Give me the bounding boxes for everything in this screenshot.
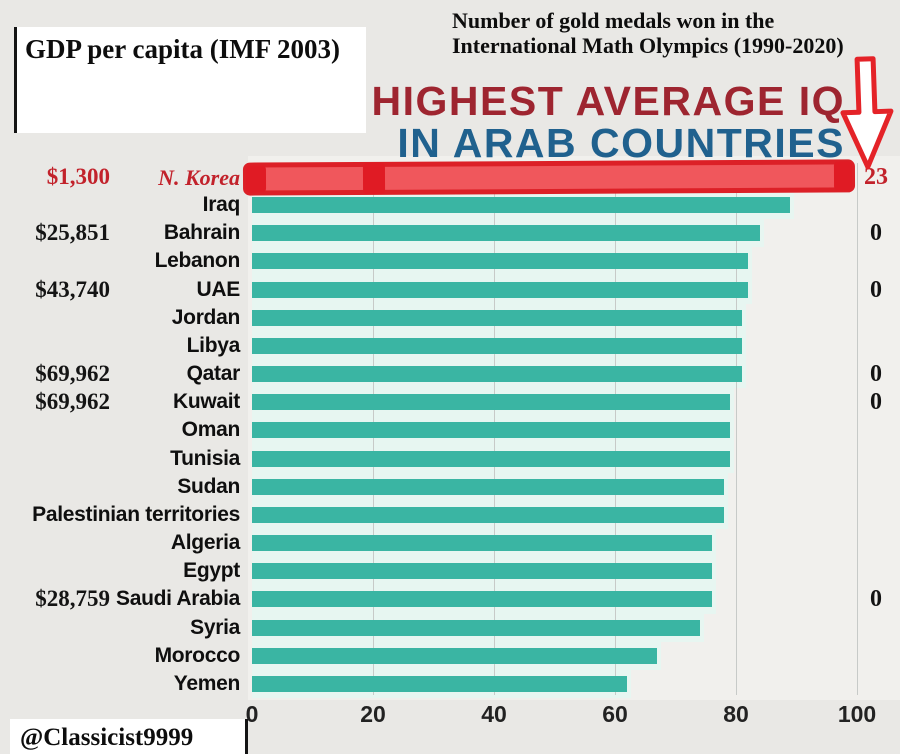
gdp-value: $28,759 bbox=[35, 586, 110, 612]
country-label: Bahrain bbox=[163, 221, 240, 245]
country-label: Palestinian territories bbox=[32, 502, 240, 526]
gdp-value: $1,300 bbox=[46, 164, 110, 189]
iq-bar bbox=[252, 591, 712, 608]
iq-bar bbox=[252, 225, 761, 242]
country-label: Saudi Arabia bbox=[116, 587, 240, 611]
chart-row: Libya bbox=[0, 331, 900, 361]
x-tick-label: 60 bbox=[602, 701, 628, 727]
main-title-line2: IN ARAB COUNTRIES bbox=[397, 120, 845, 166]
country-label: Jordan bbox=[171, 305, 241, 329]
iq-bar bbox=[252, 478, 724, 495]
medals-note-line1: Number of gold medals won in the bbox=[452, 8, 775, 33]
iq-bar bbox=[252, 450, 730, 467]
x-tick-label: 0 bbox=[245, 701, 259, 727]
marker-blob bbox=[245, 165, 267, 193]
chart-row: $43,740 UAE 0 bbox=[0, 275, 900, 304]
country-label: N. Korea bbox=[158, 165, 240, 190]
gridline-100 bbox=[857, 163, 858, 695]
chart-row: Syria bbox=[0, 613, 900, 642]
iq-bar bbox=[252, 563, 712, 580]
iq-bar bbox=[252, 535, 712, 552]
chart-row: Jordan bbox=[0, 303, 900, 332]
main-title-line1: HIGHEST AVERAGE IQ bbox=[371, 78, 845, 124]
chart-row: Palestinian territories bbox=[0, 500, 900, 530]
iq-bar bbox=[252, 309, 743, 326]
country-label: Sudan bbox=[177, 474, 240, 498]
medals-note-line2: International Math Olympics (1990-2020) bbox=[452, 33, 844, 58]
gdp-value: $69,962 bbox=[35, 361, 110, 387]
chart-row: Sudan bbox=[0, 472, 900, 501]
country-label: Syria bbox=[190, 615, 240, 639]
iq-bar bbox=[252, 647, 658, 664]
medal-count: 0 bbox=[870, 220, 882, 247]
iq-bar bbox=[252, 675, 628, 692]
chart-row: Egypt bbox=[0, 557, 900, 586]
chart-row: Yemen bbox=[0, 669, 900, 699]
country-label: Yemen bbox=[173, 671, 241, 695]
chart-row: Algeria bbox=[0, 529, 900, 558]
medals-note: Number of gold medals won in the Interna… bbox=[452, 8, 900, 58]
chart-row: Morocco bbox=[0, 641, 900, 670]
medal-count: 0 bbox=[870, 276, 882, 303]
x-tick-label: 100 bbox=[837, 701, 877, 727]
x-tick-label: 40 bbox=[481, 701, 507, 727]
chart-row: Lebanon bbox=[0, 247, 900, 276]
watermark-handle: @Classicist9999 bbox=[20, 724, 194, 751]
x-tick-label: 20 bbox=[360, 701, 386, 727]
country-label: Algeria bbox=[170, 531, 240, 555]
country-label: Iraq bbox=[202, 193, 241, 217]
country-label: Egypt bbox=[183, 559, 240, 583]
gdp-value: $69,962 bbox=[35, 389, 110, 415]
iq-bar bbox=[252, 281, 749, 298]
gdp-note-title: GDP per capita (IMF 2003) bbox=[25, 34, 340, 64]
country-label: Oman bbox=[181, 418, 241, 442]
gdp-value: $43,740 bbox=[35, 276, 110, 302]
down-arrow-icon bbox=[840, 56, 894, 170]
highlight-marker-bar bbox=[242, 159, 856, 196]
chart-row: $69,962 Kuwait 0 bbox=[0, 388, 900, 417]
chart-row: Oman bbox=[0, 416, 900, 445]
country-label: Morocco bbox=[154, 643, 241, 667]
x-tick-label: 80 bbox=[723, 701, 749, 727]
medal-count: 0 bbox=[870, 586, 882, 613]
gdp-note-box: GDP per capita (IMF 2003) bbox=[14, 27, 366, 133]
iq-bar bbox=[252, 253, 749, 270]
gridline-80 bbox=[736, 163, 737, 695]
country-label: Tunisia bbox=[170, 446, 240, 470]
country-label: Qatar bbox=[186, 362, 241, 386]
iq-bar bbox=[252, 337, 743, 354]
iq-bar bbox=[252, 506, 724, 523]
chart-row: Tunisia bbox=[0, 444, 900, 473]
chart-row: $28,759 Saudi Arabia 0 bbox=[0, 585, 900, 614]
country-label: UAE bbox=[196, 277, 241, 301]
chart-row: $25,851 Bahrain 0 bbox=[0, 219, 900, 248]
chart-row: Iraq bbox=[0, 191, 900, 220]
iq-bar bbox=[252, 366, 743, 383]
iq-bar bbox=[252, 619, 700, 636]
medal-count: 0 bbox=[870, 389, 882, 416]
watermark-box: @Classicist9999 bbox=[10, 719, 248, 754]
country-label: Kuwait bbox=[172, 390, 240, 414]
iq-bar bbox=[252, 197, 791, 214]
country-label: Lebanon bbox=[154, 249, 241, 273]
iq-bar bbox=[252, 394, 730, 411]
gdp-value: $25,851 bbox=[35, 220, 110, 246]
country-label: Libya bbox=[186, 333, 241, 357]
marker-blob bbox=[362, 162, 386, 194]
medal-count: 0 bbox=[870, 361, 882, 388]
iq-bar bbox=[252, 422, 730, 439]
chart-row: $69,962 Qatar 0 bbox=[0, 360, 900, 389]
